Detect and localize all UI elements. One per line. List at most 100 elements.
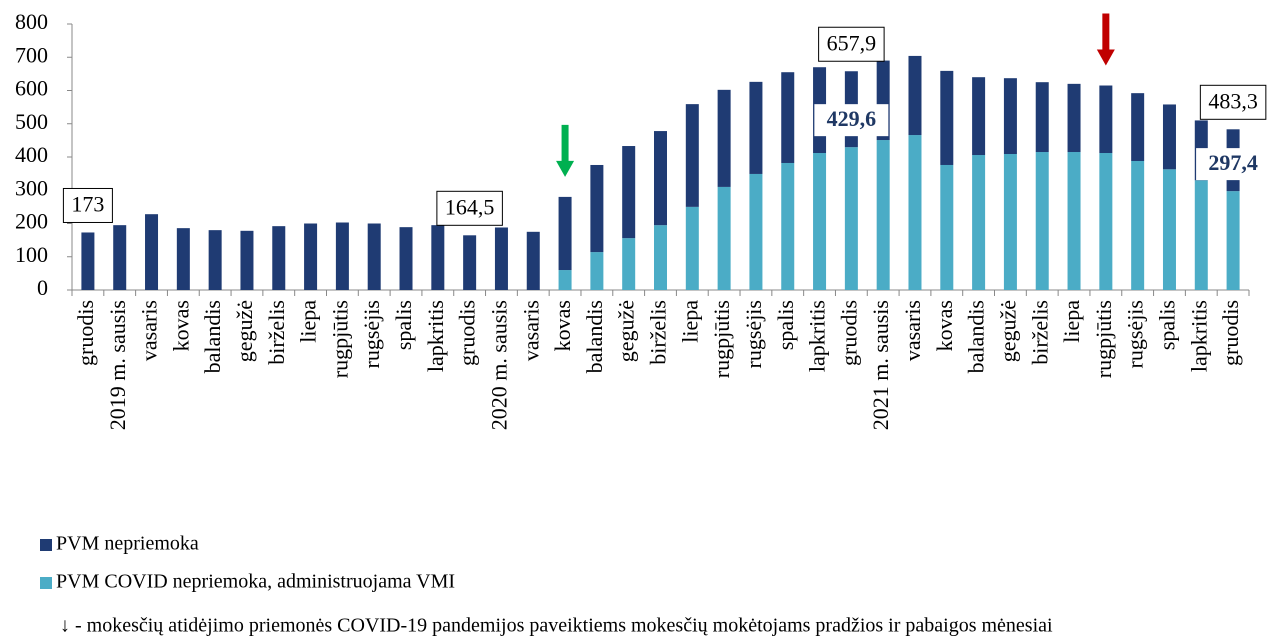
bar-segment — [654, 131, 667, 226]
x-tick-label: balandis — [964, 300, 989, 373]
bar-segment — [590, 164, 604, 253]
bar-segment — [749, 81, 763, 174]
bar-segment — [1162, 104, 1176, 170]
bar-segment — [1131, 160, 1145, 290]
bar-segment — [972, 77, 986, 156]
x-tick-label: rugpjūtis — [327, 300, 352, 378]
x-tick-label: liepa — [677, 300, 702, 343]
bar-segment — [463, 235, 477, 290]
x-tick-label: lapkritis — [1186, 300, 1211, 372]
x-tick-label: gruodis — [1218, 300, 1243, 366]
arrow-head — [1096, 49, 1115, 66]
x-tick-label: 2020 m. sausis — [486, 300, 511, 430]
bar-segment — [717, 89, 731, 187]
bar-segment — [367, 223, 381, 290]
bar-segment — [844, 147, 858, 290]
x-tick-label: vasaris — [518, 300, 543, 361]
bar-segment — [590, 252, 604, 290]
footnote: ↓ - mokesčių atidėjimo priemonės COVID-1… — [60, 615, 1053, 637]
x-tick-label: spalis — [773, 300, 798, 350]
bar-segment — [622, 238, 636, 290]
x-tick-label: balandis — [200, 300, 225, 373]
bar-segment — [781, 162, 795, 290]
bar-segment — [1194, 180, 1208, 290]
bar-segment — [940, 164, 954, 290]
bar-segment — [558, 196, 572, 271]
x-tick-label: spalis — [391, 300, 416, 350]
label-background — [1196, 148, 1270, 181]
x-tick-label: gegužė — [614, 300, 639, 362]
y-tick-label: 400 — [15, 142, 48, 167]
y-tick-label: 0 — [37, 275, 48, 300]
bar-segment — [494, 227, 508, 290]
bar-segment — [1099, 153, 1113, 290]
x-tick-label: balandis — [582, 300, 607, 373]
bar-segment — [1099, 85, 1113, 154]
total-label: 164,5 — [445, 194, 495, 219]
x-tick-label: birželis — [646, 300, 671, 365]
bar-segment — [1003, 78, 1017, 155]
bar-segment — [685, 206, 699, 290]
x-tick-label: gruodis — [836, 300, 861, 366]
x-tick-label: 2019 m. sausis — [105, 300, 130, 430]
x-tick-label: gruodis — [455, 300, 480, 366]
total-label-box — [818, 26, 885, 62]
x-tick-label: gegužė — [995, 300, 1020, 362]
bar-segment — [1131, 93, 1145, 161]
legend-swatch — [40, 577, 52, 589]
bar-segment — [208, 230, 222, 290]
legend-label: PVM nepriemoka — [56, 533, 199, 555]
bar-segment — [526, 231, 540, 290]
bar-segment — [940, 70, 954, 165]
x-tick-label: rugsėjis — [359, 300, 384, 368]
bar-segment — [781, 72, 795, 163]
data-label: 297,4 — [1208, 150, 1258, 175]
x-tick-label: spalis — [1155, 300, 1180, 350]
total-label: 657,9 — [827, 30, 877, 55]
bar-segment — [908, 135, 922, 290]
x-tick-label: kovas — [550, 300, 575, 351]
x-tick-label: rugsėjis — [741, 300, 766, 368]
x-tick-label: lapkritis — [423, 300, 448, 372]
total-label: 173 — [71, 192, 104, 217]
x-tick-label: gruodis — [73, 300, 98, 366]
x-tick-label: 2021 m. sausis — [868, 300, 893, 430]
bar-segment — [654, 225, 667, 290]
bar-segment — [972, 155, 986, 290]
y-tick-label: 500 — [15, 109, 48, 134]
legend-label: PVM COVID nepriemoka, administruojama VM… — [56, 571, 455, 593]
x-tick-label: gegužė — [232, 300, 257, 362]
y-tick-label: 700 — [15, 42, 48, 67]
bar-segment — [304, 223, 318, 290]
bar-segment — [240, 230, 254, 290]
bar-segment — [399, 227, 413, 290]
bar-segment — [749, 173, 763, 290]
bar-segment — [685, 104, 699, 207]
total-label-box — [62, 187, 113, 223]
total-label: 483,3 — [1208, 88, 1258, 113]
x-tick-label: vasaris — [137, 300, 162, 361]
bar-segment — [1003, 154, 1017, 290]
data-label: 429,6 — [827, 106, 877, 131]
x-tick-label: birželis — [1027, 300, 1052, 365]
legend-swatch — [40, 539, 52, 551]
x-tick-label: liepa — [296, 300, 321, 343]
bar-segment — [1226, 191, 1240, 290]
bar-segment — [876, 140, 890, 290]
total-label-box — [436, 190, 503, 226]
bar-segment — [813, 153, 827, 290]
x-tick-label: liepa — [1059, 300, 1084, 343]
total-label-box — [1199, 84, 1267, 120]
arrow-head — [556, 160, 575, 177]
x-tick-label: lapkritis — [805, 300, 830, 372]
x-tick-label: birželis — [264, 300, 289, 365]
y-tick-label: 300 — [15, 175, 48, 200]
label-background — [814, 104, 889, 137]
bar-segment — [1035, 152, 1049, 290]
x-tick-label: vasaris — [900, 300, 925, 361]
x-tick-label: rugpjūtis — [709, 300, 734, 378]
bar-segment — [1035, 82, 1049, 153]
bar-segment — [145, 214, 159, 290]
y-tick-label: 100 — [15, 242, 48, 267]
